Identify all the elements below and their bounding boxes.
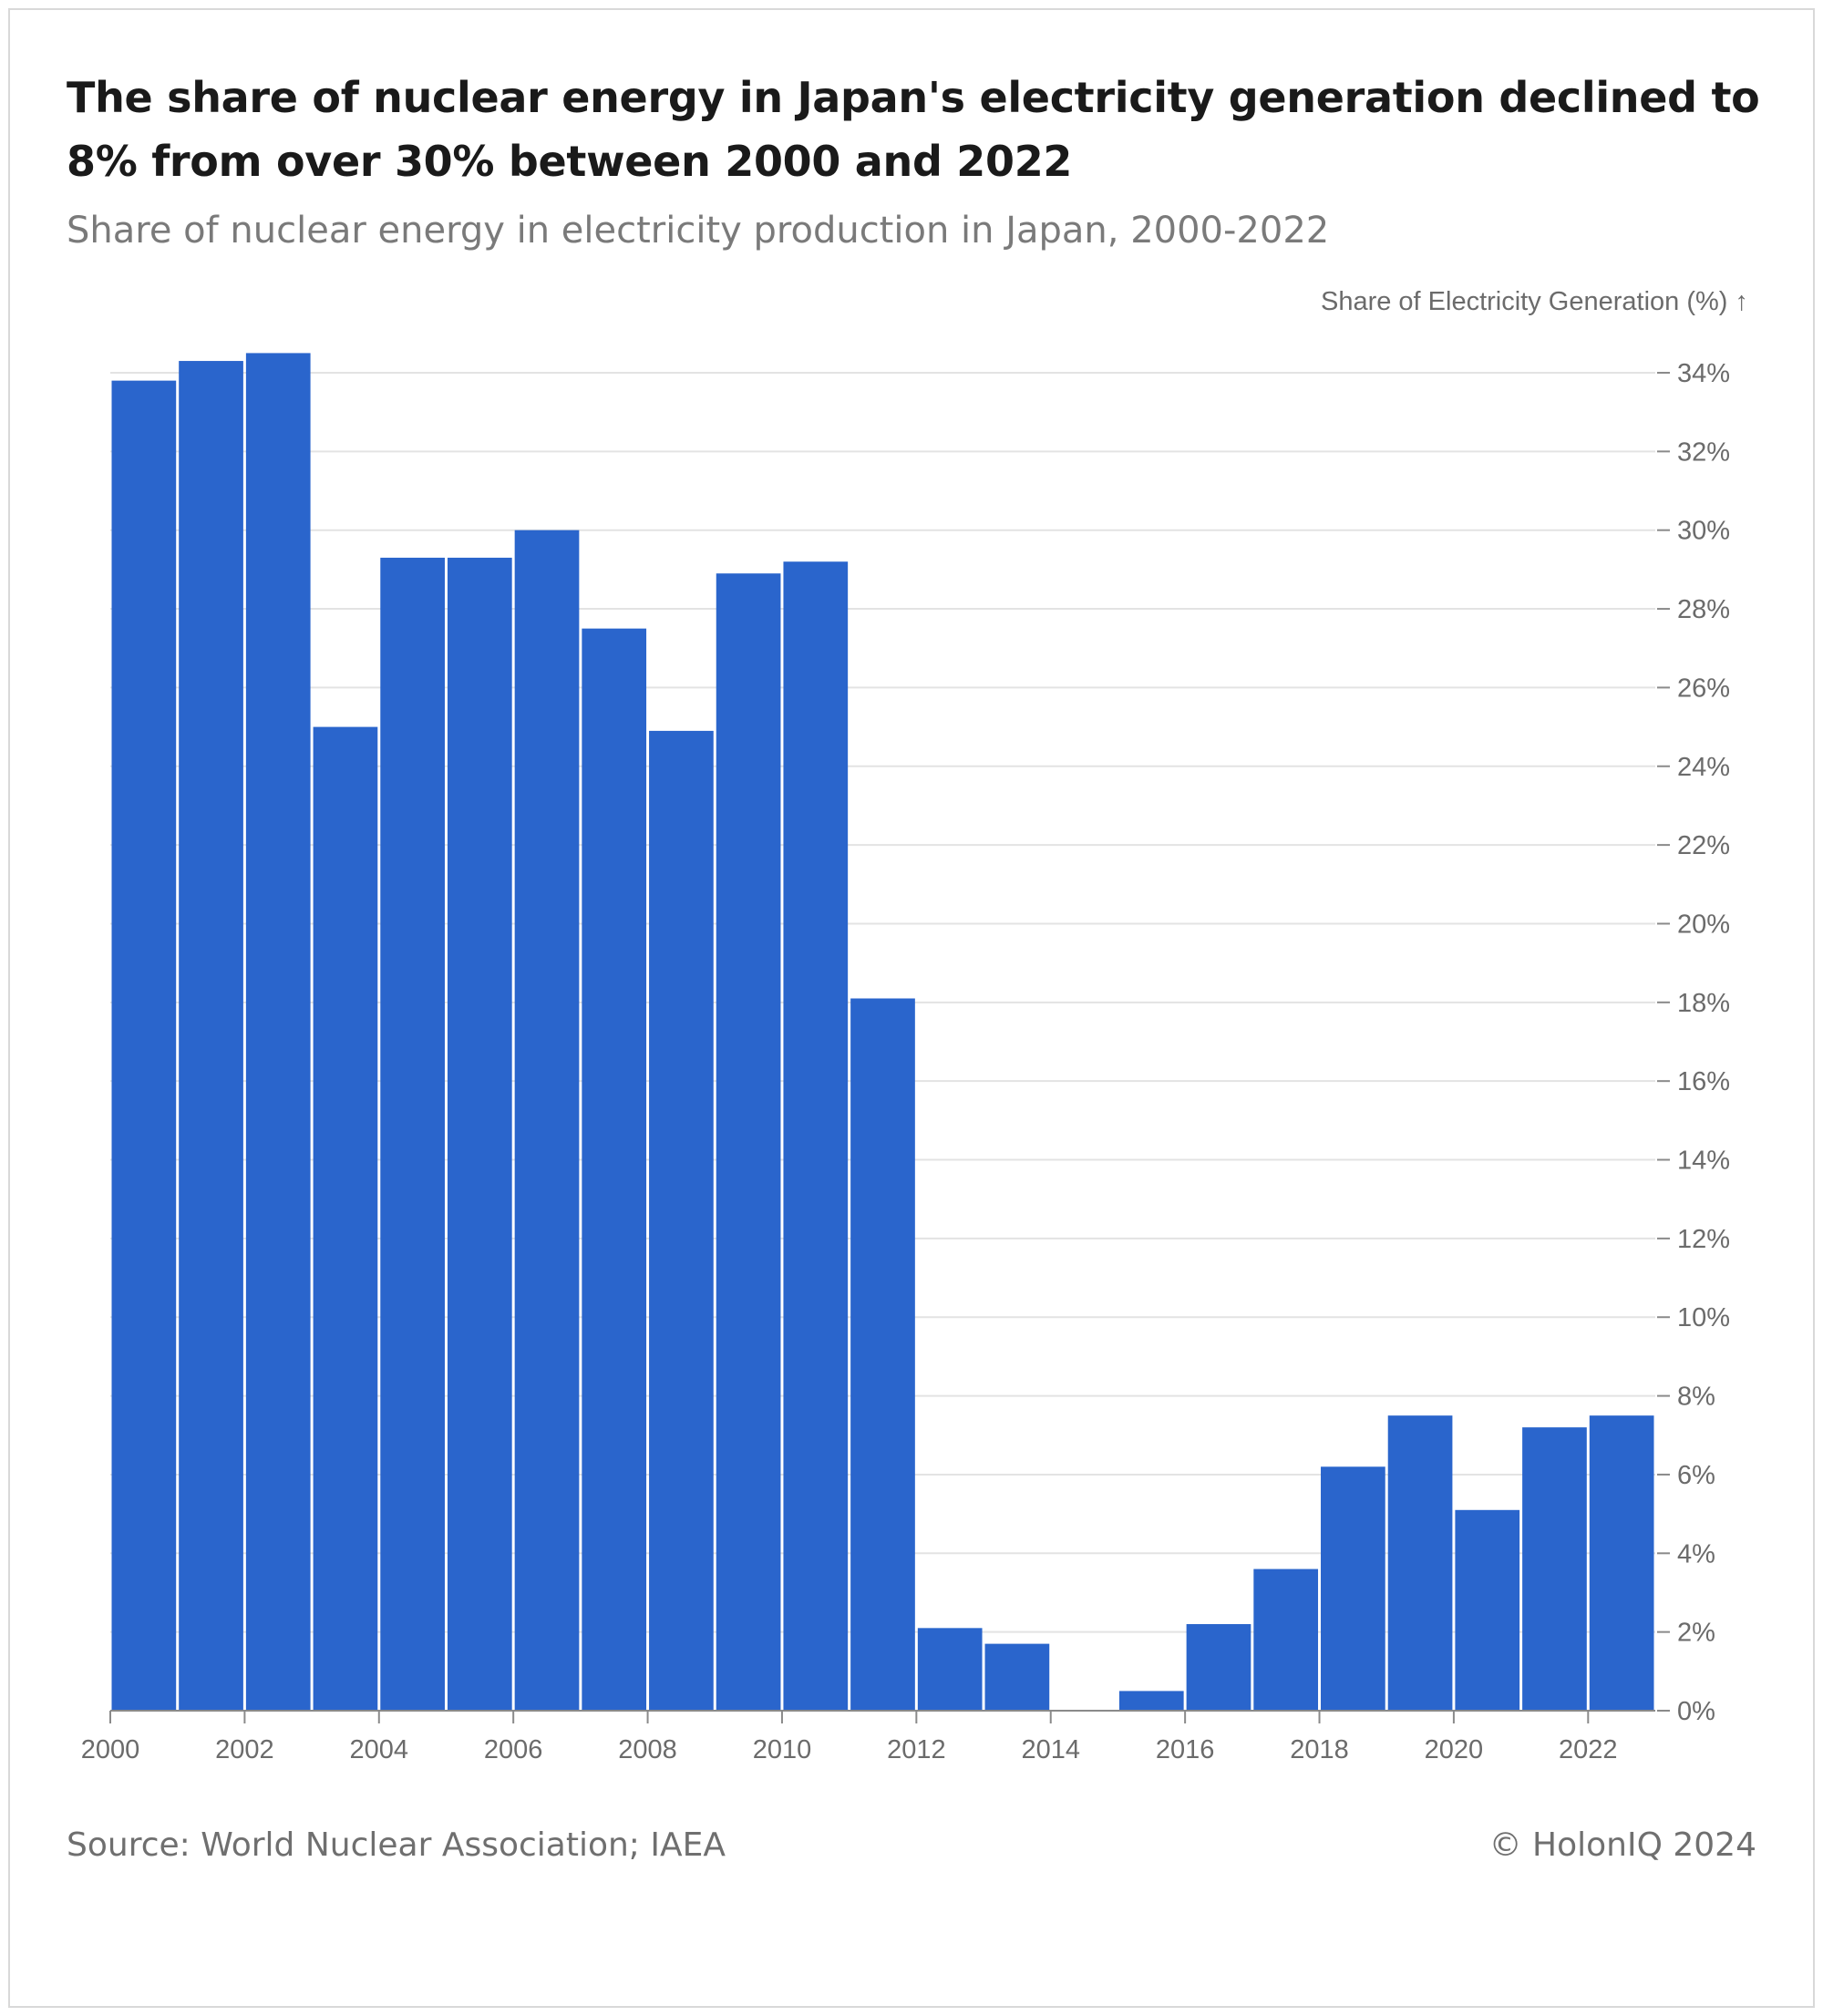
y-tick-label: 22% (1677, 831, 1730, 860)
y-axis-label: Share of Electricity Generation (%) ↑ (1321, 287, 1748, 316)
x-tick-label: 2006 (484, 1735, 543, 1764)
x-tick-label: 2022 (1559, 1735, 1618, 1764)
bar-2000 (111, 380, 177, 1712)
bar-2012 (917, 1628, 983, 1711)
copyright-note: © HolonIQ 2024 (1488, 1826, 1756, 1864)
bar-2008 (649, 730, 714, 1711)
bar-2002 (245, 353, 311, 1712)
y-tick-label: 24% (1677, 753, 1730, 782)
x-axis: 2000 2002 2004 2006 2008 2010 2012 2014 2016 2018… (81, 1710, 1655, 1764)
bar-2021 (1522, 1427, 1587, 1711)
x-tick-label: 2008 (618, 1735, 677, 1764)
chart-subtitle: Share of nuclear energy in electricity p… (67, 210, 1330, 252)
y-tick-label: 28% (1677, 595, 1730, 624)
y-tick-label: 18% (1677, 989, 1730, 1018)
y-tick-label: 26% (1677, 674, 1730, 703)
bars (111, 353, 1654, 1712)
bar-2003 (313, 726, 378, 1711)
y-axis: 0% 2% 4% 6% 8% 10% 12% 14% 16% 18% 20% 22% 24% 26% 28%… (1657, 359, 1730, 1726)
y-tick-label: 10% (1677, 1303, 1730, 1332)
y-tick-label: 12% (1677, 1225, 1730, 1254)
bar-2001 (179, 361, 243, 1711)
bar-2004 (380, 557, 445, 1711)
bar-2010 (783, 561, 849, 1711)
y-tick-label: 4% (1677, 1539, 1715, 1569)
bar-2006 (514, 530, 580, 1712)
bar-2005 (447, 557, 512, 1711)
y-tick-label: 34% (1677, 359, 1730, 388)
y-tick-label: 30% (1677, 517, 1730, 546)
x-tick-label: 2014 (1021, 1735, 1080, 1764)
y-tick-label: 32% (1677, 437, 1730, 467)
source-note: Source: World Nuclear Association; IAEA (67, 1826, 726, 1864)
bar-2009 (716, 573, 781, 1712)
bar-2019 (1387, 1415, 1453, 1711)
y-tick-label: 20% (1677, 910, 1730, 939)
y-tick-label: 0% (1677, 1697, 1715, 1726)
x-tick-label: 2020 (1425, 1735, 1484, 1764)
bar-2013 (984, 1643, 1050, 1711)
bar-2016 (1186, 1624, 1251, 1711)
bar-2007 (582, 628, 647, 1712)
y-tick-label: 8% (1677, 1383, 1715, 1412)
x-tick-label: 2000 (81, 1735, 140, 1764)
bar-2022 (1589, 1415, 1654, 1711)
y-tick-label: 14% (1677, 1147, 1730, 1176)
x-tick-label: 2016 (1156, 1735, 1215, 1764)
y-tick-label: 16% (1677, 1067, 1730, 1096)
bar-2015 (1118, 1691, 1184, 1711)
y-tick-label: 2% (1677, 1619, 1715, 1648)
x-tick-label: 2018 (1290, 1735, 1349, 1764)
y-tick-label: 6% (1677, 1461, 1715, 1490)
x-tick-label: 2002 (215, 1735, 274, 1764)
x-tick-label: 2004 (350, 1735, 409, 1764)
x-tick-label: 2012 (887, 1735, 946, 1764)
bar-2020 (1455, 1509, 1520, 1711)
bar-2011 (850, 998, 915, 1711)
x-tick-label: 2010 (753, 1735, 812, 1764)
chart-title: The share of nuclear energy in Japan's e… (67, 73, 1760, 186)
bar-2017 (1253, 1569, 1319, 1711)
bar-2018 (1321, 1466, 1385, 1711)
